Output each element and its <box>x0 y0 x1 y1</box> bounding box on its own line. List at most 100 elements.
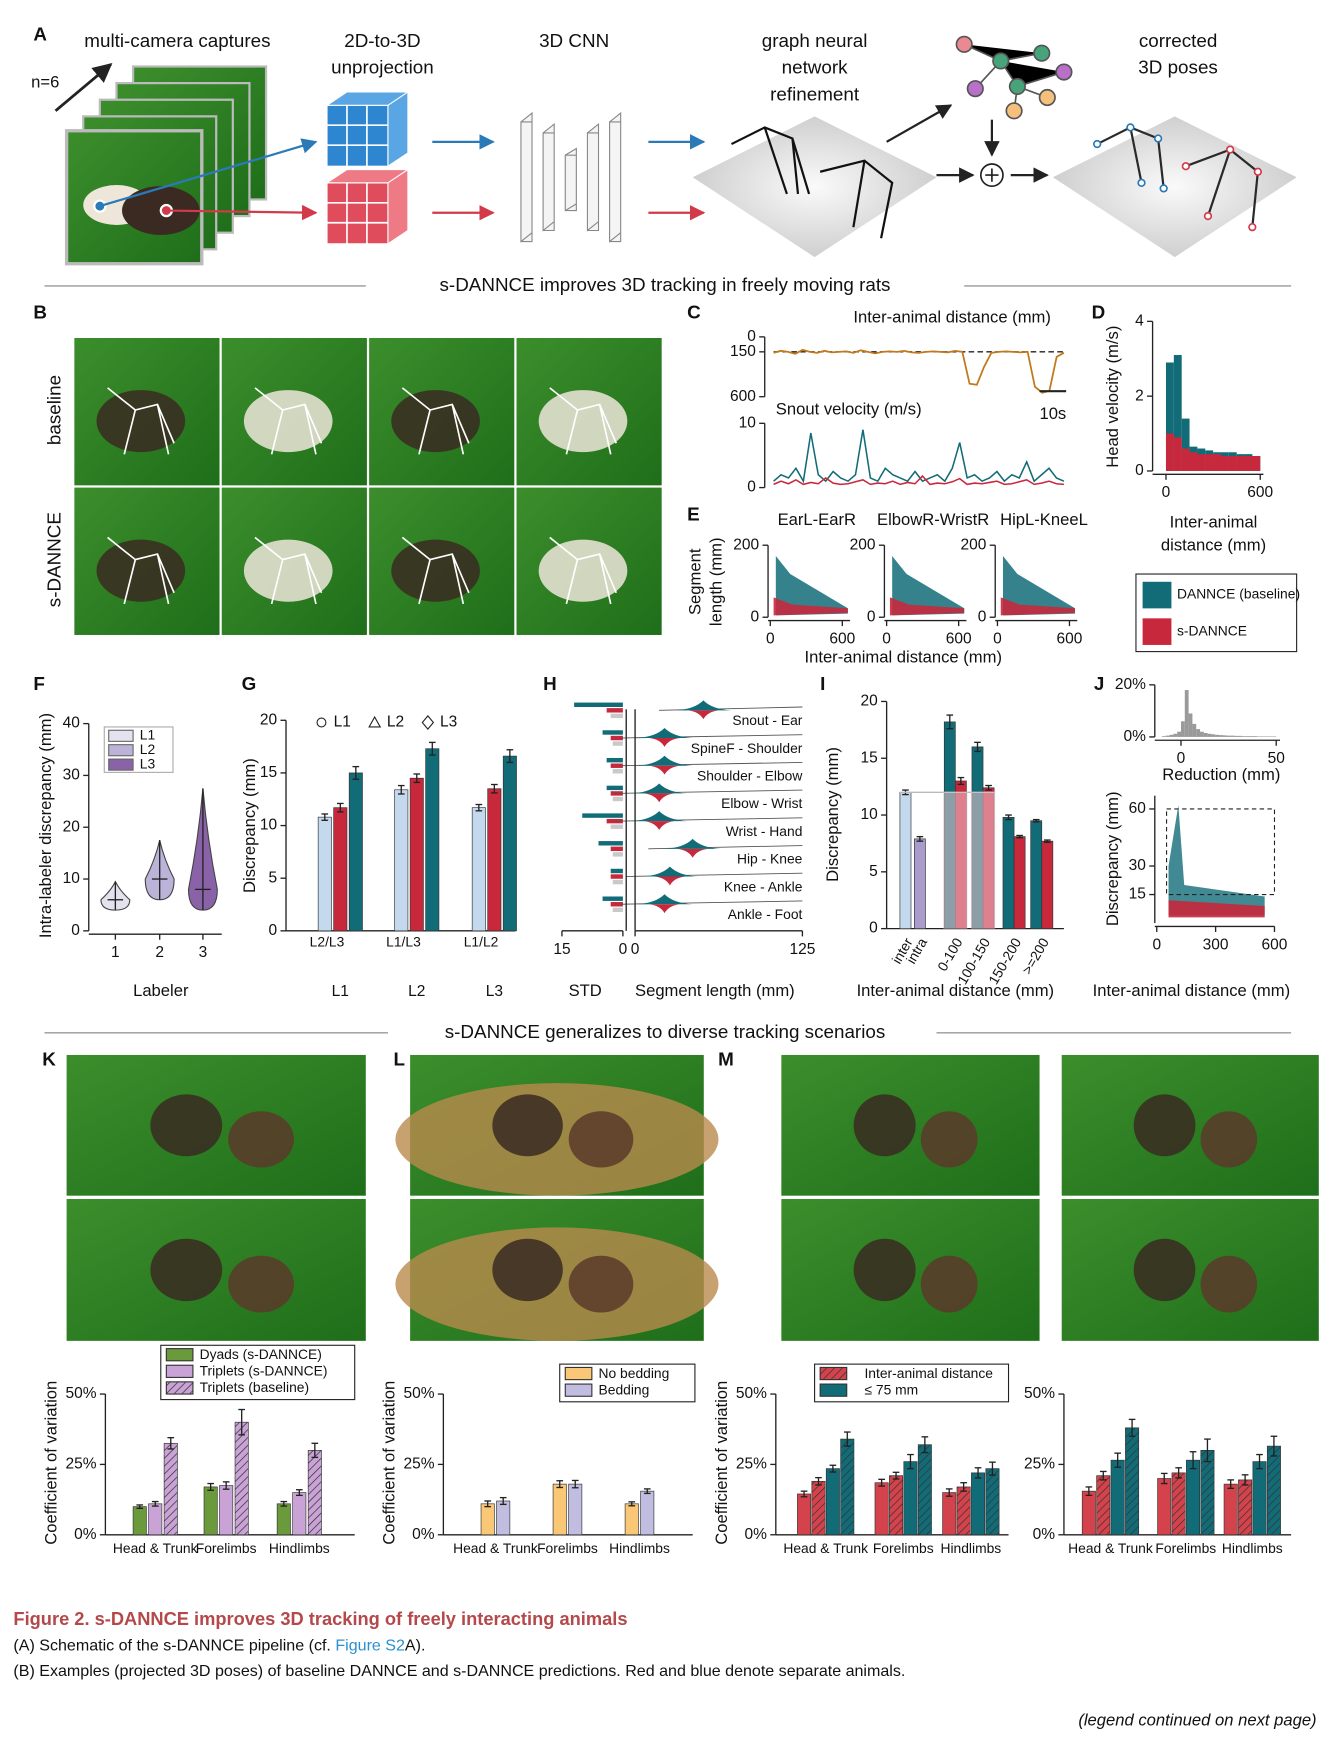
animal <box>228 1255 294 1313</box>
x-tick-label: 0 <box>882 630 891 647</box>
std-bar <box>610 763 623 768</box>
panel-letter: E <box>687 503 700 524</box>
violin-bottom <box>643 821 675 830</box>
hist-bar <box>1197 454 1206 471</box>
animal <box>568 1255 634 1313</box>
y-tick-label: 0 <box>269 922 278 939</box>
pose <box>107 387 175 455</box>
x-tick-label: 0 <box>766 630 775 647</box>
bar <box>1252 1461 1267 1536</box>
y-tick-label: 200 <box>733 536 759 553</box>
x-axis-label: Inter-animal distance (mm) <box>857 981 1055 1000</box>
segment-label: SpineF - Shoulder <box>691 740 803 756</box>
y-tick-label: 25% <box>403 1456 434 1473</box>
scale-bar-label: 10s <box>1039 404 1066 423</box>
std-bar <box>602 896 623 901</box>
x-tick-label: 15 <box>553 941 570 958</box>
hist-bar <box>1211 734 1216 737</box>
bar <box>1081 1490 1096 1536</box>
animal <box>538 390 628 453</box>
hist-bar <box>1252 456 1261 471</box>
pose <box>254 387 323 455</box>
y-tick-label: 10 <box>63 870 81 887</box>
caption-link[interactable]: Figure S2 <box>335 1637 405 1655</box>
x-tick-label: Head & Trunk <box>783 1540 868 1556</box>
caption-title: Figure 2. s-DANNCE improves 3D tracking … <box>13 1608 627 1629</box>
std-bar <box>610 735 623 741</box>
x-tick-label: 600 <box>829 630 855 647</box>
y-tick-label: 0 <box>978 608 987 625</box>
bar <box>132 1506 147 1536</box>
bar <box>1223 1483 1238 1536</box>
panel-letter: C <box>687 302 701 323</box>
segment-label: Snout - Ear <box>732 712 802 728</box>
y-tick-label: 20 <box>861 693 879 710</box>
bar <box>1002 816 1015 929</box>
legend-label: DANNCE (baseline) <box>1177 586 1300 602</box>
y-tick-label: 0 <box>747 328 756 345</box>
hist-bar <box>1165 735 1170 737</box>
graph-network <box>886 35 1073 187</box>
hist-bar <box>1184 690 1189 737</box>
x-tick-label: >=200 <box>1018 935 1052 977</box>
bar <box>292 1492 307 1536</box>
legend-label: L3 <box>140 755 156 771</box>
pose <box>549 536 618 605</box>
violin-bottom <box>649 904 681 914</box>
legend-swatch <box>108 729 134 742</box>
y-axis-label: Segment <box>685 548 704 615</box>
plot-title: Snout velocity (m/s) <box>776 399 922 418</box>
scatter-cloud <box>889 597 965 616</box>
bar-hatch <box>1125 1427 1139 1535</box>
plot-title: Inter-animal distance (mm) <box>853 307 1051 326</box>
bar-hatch <box>308 1450 322 1535</box>
bar <box>624 1503 639 1536</box>
x-axis-label: distance (mm) <box>1161 536 1266 555</box>
legend-swatch <box>108 744 134 757</box>
panel-letter: F <box>33 673 45 694</box>
y-tick-label: 0% <box>1033 1526 1056 1543</box>
violin-bottom <box>643 793 675 803</box>
panel-letter: M <box>718 1048 734 1069</box>
y-axis-label: Head velocity (m/s) <box>1103 326 1122 468</box>
bar <box>552 1483 567 1536</box>
std-bar <box>602 730 623 735</box>
animal <box>1200 1255 1258 1313</box>
hist-bar <box>1257 736 1261 737</box>
x-tick-label: 0 <box>993 630 1002 647</box>
legend-label: ≤ 75 mm <box>864 1381 918 1397</box>
bar <box>496 1500 511 1536</box>
hist-bar <box>1253 736 1258 737</box>
legend-label: s-DANNCE <box>1177 622 1247 638</box>
row-label: baseline <box>43 375 64 445</box>
bar <box>874 1482 889 1536</box>
scatter-cloud <box>773 597 848 616</box>
caption-line: (B) Examples (projected 3D poses) of bas… <box>13 1662 905 1680</box>
bar <box>317 816 332 932</box>
legend-swatch <box>1142 581 1172 609</box>
distance-line <box>773 348 1065 394</box>
scatter-cloud <box>892 556 965 616</box>
hist-bar <box>1220 456 1229 471</box>
bar-hatch <box>1200 1450 1215 1535</box>
x-tick-label: Head & Trunk <box>113 1540 198 1556</box>
y-tick-label: 0% <box>745 1526 768 1543</box>
pose <box>107 536 175 605</box>
std-bar <box>610 846 623 852</box>
hist-bar <box>1264 736 1269 737</box>
x-tick-label: Forelimbs <box>1155 1540 1216 1556</box>
caption-text: A). <box>405 1637 426 1655</box>
step-label: corrected <box>1139 30 1217 51</box>
x-tick-label: 600 <box>946 630 972 647</box>
y-axis-label: Discrepancy (mm) <box>1103 791 1122 926</box>
hist-bar <box>1238 735 1242 737</box>
caption-continued: (legend continued on next page) <box>1078 1710 1316 1729</box>
x-tick-label: 0 <box>631 941 640 958</box>
overlay <box>970 792 996 929</box>
hist-bar <box>1207 733 1212 737</box>
animal <box>150 1094 223 1157</box>
animal <box>96 539 186 602</box>
segment-label: Elbow - Wrist <box>721 795 802 811</box>
violin-bottom <box>649 765 681 775</box>
